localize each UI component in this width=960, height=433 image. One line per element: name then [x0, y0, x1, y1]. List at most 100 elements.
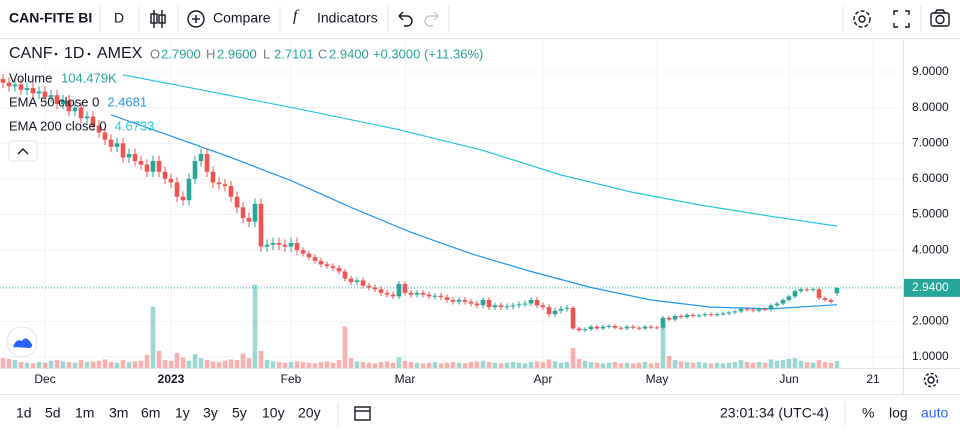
log-toggle[interactable]: log: [889, 405, 908, 421]
volume-bar: [822, 362, 828, 368]
x-tick-label: Mar: [395, 372, 416, 386]
redo-button[interactable]: [424, 11, 439, 27]
volume-bar: [90, 361, 96, 368]
ohlc-key: O: [150, 46, 160, 61]
candle-body: [576, 328, 582, 331]
volume-bar: [456, 362, 462, 368]
range-button[interactable]: 5d: [45, 405, 61, 421]
volume-bar: [684, 362, 690, 368]
axis-settings-button[interactable]: [923, 372, 939, 388]
volume-bar: [276, 362, 282, 368]
indicators-button[interactable]: Indicators: [317, 10, 378, 26]
symbol-search[interactable]: CAN-FITE BI: [9, 10, 92, 26]
x-tick-label: 21: [866, 372, 880, 386]
range-button[interactable]: 1y: [175, 405, 190, 421]
candle-body: [432, 295, 438, 297]
chart-type-button[interactable]: [150, 10, 166, 28]
candle-body: [312, 257, 318, 261]
volume-bar: [804, 362, 810, 368]
volume-bar: [30, 363, 36, 368]
candle-body: [168, 178, 174, 183]
volume-bar: [324, 361, 330, 368]
volume-bar: [696, 362, 702, 368]
y-tick-label: 2.0000: [912, 314, 949, 328]
candle-body: [144, 164, 150, 172]
candle-body: [594, 326, 600, 329]
range-button[interactable]: 5y: [232, 405, 247, 421]
range-button[interactable]: 3y: [203, 405, 218, 421]
volume-bar: [438, 363, 444, 368]
volume-bar: [738, 360, 744, 368]
candle-body: [624, 326, 630, 329]
range-button[interactable]: 1d: [16, 405, 32, 421]
legend-interval: 1D: [64, 45, 84, 62]
last-price-label: 2.9400: [912, 280, 949, 294]
candle-body: [132, 153, 138, 162]
candle-body: [558, 308, 564, 311]
candle-body: [348, 278, 354, 283]
volume-bar: [192, 354, 198, 368]
candle-body: [270, 242, 276, 245]
volume-bar: [534, 361, 540, 368]
volume-bar: [180, 357, 186, 368]
compare-icon[interactable]: [187, 10, 205, 28]
volume-bar: [12, 360, 18, 368]
volume-bar: [750, 362, 756, 368]
volume-bar: [342, 326, 348, 368]
range-button[interactable]: 20y: [298, 405, 321, 421]
candle-body: [396, 283, 402, 297]
volume-bar: [546, 359, 552, 368]
volume-bar: [120, 360, 126, 368]
study-name: EMA 200 close 0: [9, 118, 107, 133]
candle-body: [72, 107, 78, 112]
x-tick-label: May: [646, 372, 669, 386]
volume-bar: [612, 362, 618, 368]
go-to-date-button[interactable]: [354, 406, 371, 421]
volume-bar: [468, 362, 474, 368]
auto-toggle[interactable]: auto: [921, 405, 948, 421]
candle-body: [42, 91, 48, 97]
compare-button[interactable]: Compare: [213, 10, 271, 26]
volume-bar: [300, 362, 306, 368]
volume-bar: [336, 360, 342, 368]
interval-button[interactable]: D: [114, 10, 124, 26]
volume-bar: [198, 358, 204, 368]
fullscreen-button[interactable]: [893, 10, 910, 28]
candle-body: [564, 307, 570, 309]
candle-body: [762, 308, 768, 310]
candle-body: [174, 182, 180, 197]
candle-body: [660, 317, 666, 328]
collapse-legend-button[interactable]: [8, 140, 38, 162]
candle-body: [642, 326, 648, 329]
candle-body: [630, 326, 636, 328]
y-tick-label: 6.0000: [912, 171, 949, 185]
range-button[interactable]: 3m: [109, 405, 128, 421]
volume-bar: [432, 362, 438, 368]
volume-bar: [780, 360, 786, 368]
volume-bar: [210, 361, 216, 368]
ema-line: [110, 114, 838, 310]
undo-button[interactable]: [398, 11, 413, 27]
candle-body: [570, 307, 576, 329]
candle-body: [738, 308, 744, 312]
range-button[interactable]: 6m: [141, 405, 160, 421]
settings-button[interactable]: [853, 10, 871, 28]
logo-icon: [13, 338, 33, 348]
candle-body: [354, 280, 360, 283]
indicators-icon[interactable]: f: [293, 8, 300, 25]
percent-toggle[interactable]: %: [862, 405, 874, 421]
candle-body: [474, 303, 480, 306]
candle-body: [216, 182, 222, 185]
range-button[interactable]: 1m: [75, 405, 94, 421]
snapshot-button[interactable]: [930, 9, 950, 27]
candle-body: [258, 203, 264, 247]
candle-body: [240, 207, 246, 219]
candle-body: [510, 305, 516, 307]
volume-bar: [66, 362, 72, 368]
candle-body: [786, 296, 792, 300]
range-button[interactable]: 10y: [262, 405, 285, 421]
volume-bar: [678, 361, 684, 368]
candle-body: [582, 329, 588, 331]
ohlc-value: 2.9600: [217, 46, 257, 61]
